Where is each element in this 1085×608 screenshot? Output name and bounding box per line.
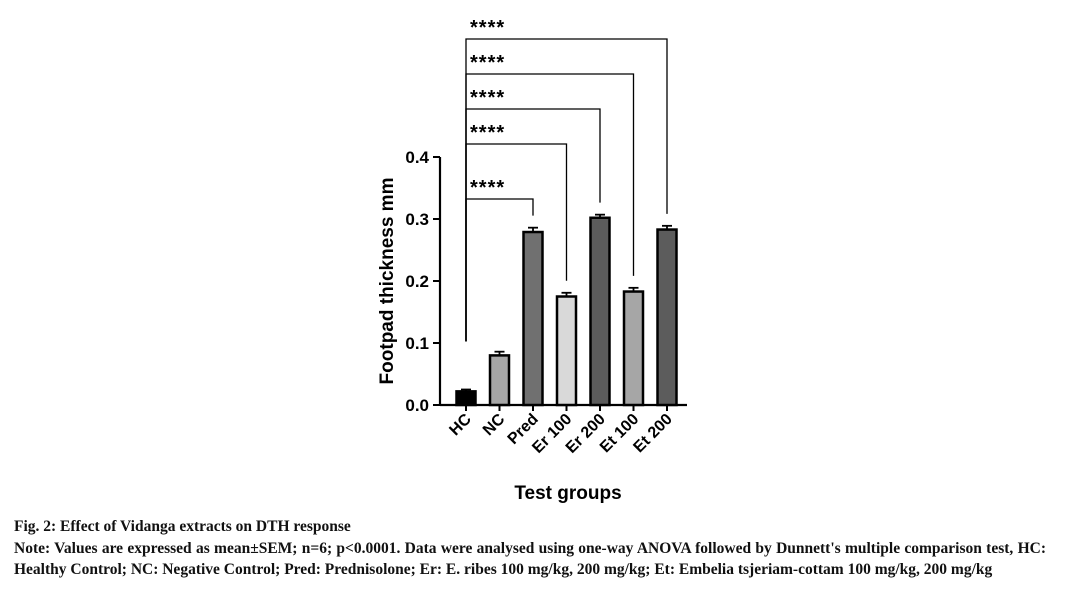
bar-er-200: [589, 216, 611, 407]
significance-bracket: [465, 143, 568, 342]
bar-nc: [488, 354, 511, 407]
significance-label: ****: [470, 52, 505, 74]
y-tick-label: 0.3: [405, 210, 429, 229]
significance-label: ****: [470, 87, 505, 109]
bar-pred: [522, 230, 544, 407]
x-tick-label: NC: [480, 410, 509, 439]
significance-label: ****: [470, 122, 505, 144]
significance-label: ****: [470, 17, 505, 39]
x-axis-label: Test groups: [514, 483, 621, 504]
bar-hc: [455, 390, 477, 407]
bar-er-100: [555, 295, 578, 407]
y-tick-label: 0.2: [405, 272, 429, 291]
significance-bracket: [465, 38, 668, 342]
bar-et-200: [656, 228, 678, 407]
y-tick-label: 0.0: [405, 396, 429, 415]
y-axis-label: Footpad thickness mm: [377, 178, 398, 385]
y-tick-label: 0.1: [405, 334, 429, 353]
x-tick-label: HC: [446, 410, 475, 439]
y-tick-label: 0.4: [405, 148, 429, 167]
bar-et-100: [622, 290, 645, 407]
figure-title: Fig. 2: Effect of Vidanga extracts on DT…: [14, 518, 351, 535]
significance-label: ****: [470, 177, 505, 199]
x-tick-label: Et 200: [630, 411, 675, 456]
figure-note: Note: Values are expressed as mean±SEM; …: [14, 540, 1046, 578]
